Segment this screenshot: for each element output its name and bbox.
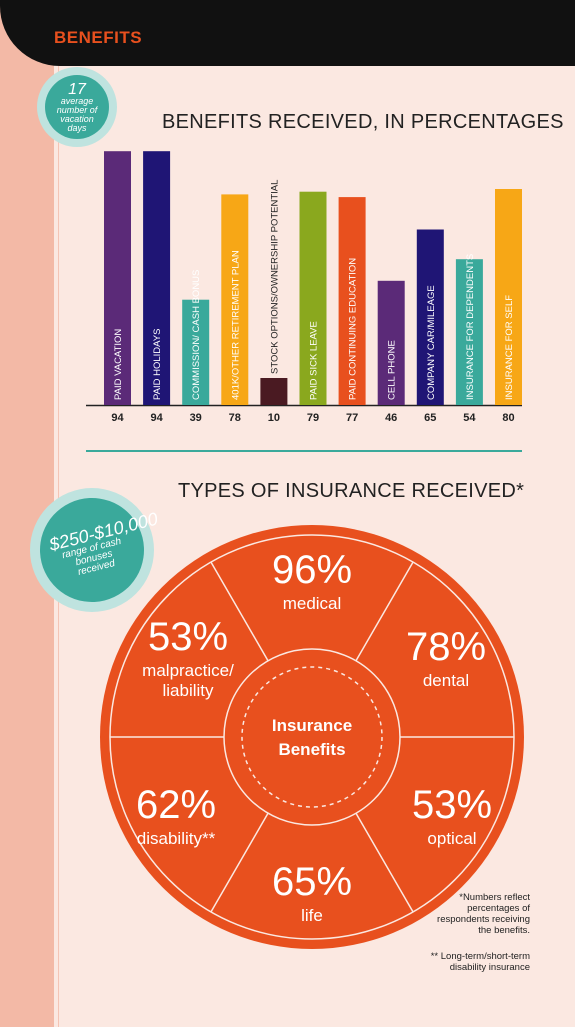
wheel-segment-pct: 96%: [272, 548, 352, 592]
wheel-segment-pct: 62%: [136, 783, 216, 827]
wheel-segment-pct: 65%: [272, 860, 352, 904]
wheel-hub: [223, 648, 401, 826]
wheel-divider: [355, 812, 414, 913]
bar: [455, 259, 483, 405]
bonus-badge: $250-$10,000 range of cash bonuses recei…: [28, 486, 160, 614]
bar-value-label: 80: [502, 412, 514, 424]
bar-category-label: PAID SICK LEAVE: [309, 321, 320, 400]
bar-value-label: 10: [268, 412, 280, 424]
bar-value-label: 39: [190, 412, 202, 424]
bar-category-label: COMMISSION/ CASH BONUS: [191, 270, 202, 400]
bar-category-label: PAID CONTINUING EDUCATION: [348, 258, 359, 400]
section-divider: [86, 450, 522, 452]
wheel-segment-label: malpractice/liability: [142, 661, 234, 700]
bar-value-label: 77: [346, 412, 358, 424]
wheel-segment-label: life: [301, 906, 323, 925]
bar: [221, 194, 249, 405]
header-title: BENEFITS: [54, 28, 143, 47]
bar-value-label: 78: [229, 412, 241, 424]
insurance-title: TYPES OF INSURANCE RECEIVED*: [178, 480, 525, 502]
wheel-segment-pct: 53%: [412, 783, 492, 827]
wheel-divider: [210, 812, 269, 913]
bar: [104, 151, 131, 405]
bar-category-label: CELL PHONE: [387, 340, 398, 400]
bar-category-label: PAID HOLIDAYS: [152, 329, 163, 400]
bar: [338, 197, 366, 405]
bar: [416, 229, 444, 405]
vacation-badge-number: 17: [68, 80, 86, 98]
bar-category-label: STOCK OPTIONS/OWNERSHIP POTENTIAL: [269, 180, 280, 374]
wheel-divider: [210, 561, 269, 662]
bar: [260, 378, 288, 405]
vacation-badge-text: average number of vacation days: [56, 95, 98, 133]
bar-category-label: COMPANY CAR/MILEAGE: [426, 285, 437, 400]
bar: [143, 151, 171, 405]
footnote-disability: ** Long-term/short-term disability insur…: [430, 951, 530, 973]
bar-category-label: PAID VACATION: [113, 329, 124, 400]
wheel-segment-label: medical: [283, 594, 342, 613]
bar: [299, 191, 327, 405]
bar: [377, 280, 405, 405]
bar-value-label: 79: [307, 412, 319, 424]
bar: [182, 299, 210, 405]
wheel-hub-dashed: [241, 666, 383, 808]
bar-value-label: 65: [424, 412, 436, 424]
bar-value-label: 94: [150, 412, 163, 424]
bar-category-label: INSURANCE FOR SELF: [504, 295, 515, 400]
bar-chart: PAID VACATION 94 PAID HOLIDAYS 94 COMMISSION…: [86, 151, 522, 424]
bar-category-label: 401K/OTHER RETIREMENT PLAN: [230, 250, 241, 400]
bar-value-label: 94: [111, 412, 124, 424]
bar-value-label: 46: [385, 412, 397, 424]
footnote-numbers: *Numbers reflect percentages of responde…: [437, 892, 530, 936]
bar: [495, 189, 522, 405]
wheel-segment-label: disability**: [137, 829, 216, 848]
bar-value-label: 54: [463, 412, 476, 424]
wheel-divider: [355, 561, 414, 662]
wheel-segment-pct: 53%: [148, 615, 228, 659]
vacation-badge: 17 average number of vacation days: [37, 67, 117, 147]
chart-title: BENEFITS RECEIVED, IN PERCENTAGES: [162, 111, 564, 133]
wheel-segment-pct: 78%: [406, 625, 486, 669]
wheel-segment-label: optical: [427, 829, 476, 848]
bar-category-label: INSURANCE FOR DEPENDENTS: [465, 254, 476, 400]
header-bar: BENEFITS: [0, 0, 575, 66]
wheel-segment-label: dental: [423, 671, 469, 690]
wheel-center-label: Insurance Benefits: [272, 716, 352, 759]
